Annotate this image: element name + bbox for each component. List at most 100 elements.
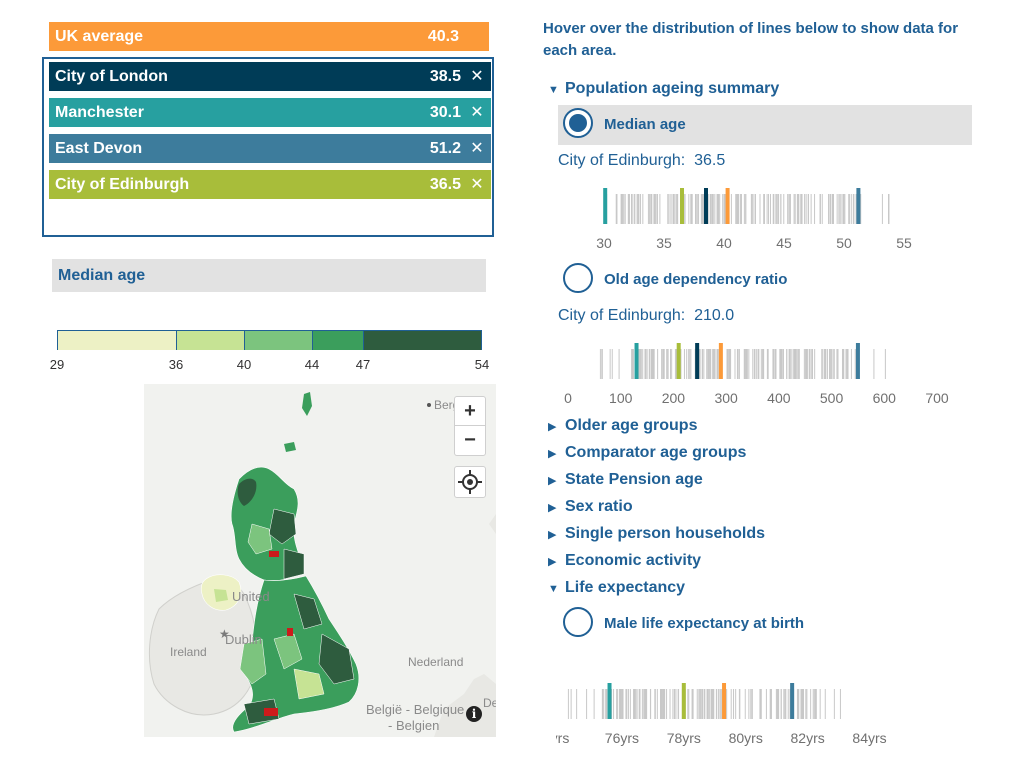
axis-tick-label: 50 <box>836 235 852 251</box>
remove-icon[interactable]: ✕ <box>470 176 484 193</box>
triangle-right-icon: ▶ <box>548 475 557 487</box>
section-economic-activity[interactable]: ▶ Economic activity <box>548 552 701 570</box>
male-life-expectancy-distribution[interactable]: yrs 76yrs 78yrs 80yrs 82yrs 84yrs <box>556 677 916 747</box>
marker-london <box>704 188 708 224</box>
legend-swatch <box>176 330 244 350</box>
remove-icon[interactable]: ✕ <box>470 140 484 157</box>
hover-area-value: 36.5 <box>694 152 726 169</box>
svg-text:★: ★ <box>219 627 230 641</box>
place-label-belgien: - Belgien <box>388 718 440 733</box>
section-state-pension-age[interactable]: ▶ State Pension age <box>548 471 703 489</box>
axis-tick-label: 600 <box>873 390 897 406</box>
selected-area-city-of-london[interactable]: City of London 38.5 ✕ <box>49 62 491 91</box>
legend-swatch <box>363 330 482 350</box>
median-age-distribution[interactable]: 30 35 40 45 50 55 <box>560 182 920 254</box>
axis-tick-label: 45 <box>776 235 792 251</box>
section-sex-ratio[interactable]: ▶ Sex ratio <box>548 498 633 516</box>
axis-tick-label: 78yrs <box>667 730 701 746</box>
section-single-person-households[interactable]: ▶ Single person households <box>548 525 765 543</box>
axis-tick-label: 700 <box>925 390 949 406</box>
axis-tick-label: yrs <box>556 730 569 746</box>
area-value: 30.1 <box>429 104 461 121</box>
radio-unselected-icon[interactable] <box>563 607 593 637</box>
area-value: 36.5 <box>429 176 461 193</box>
legend-swatch <box>57 330 176 350</box>
marker-edinburgh <box>681 683 686 719</box>
map-legend <box>57 330 482 350</box>
marker-manchester <box>607 683 612 719</box>
info-icon[interactable]: i <box>466 706 482 722</box>
hover-area-value: 210.0 <box>694 307 735 324</box>
marker-east-devon <box>855 343 860 379</box>
area-value: 51.2 <box>429 140 461 157</box>
old-age-dependency-hover-readout: City of Edinburgh: 210.0 <box>558 307 734 325</box>
axis-tick-label: 80yrs <box>729 730 763 746</box>
axis-tick-label: 0 <box>564 390 572 406</box>
section-life-expectancy[interactable]: ▼ Life expectancy <box>548 579 685 597</box>
hover-area-name: City of Edinburgh: <box>558 152 686 169</box>
marker-manchester <box>603 188 608 224</box>
old-age-dependency-distribution[interactable]: 0 100 200 300 400 500 600 700 <box>560 337 960 409</box>
triangle-right-icon: ▶ <box>548 502 557 514</box>
map[interactable]: ★ Bergen United Dublin Ireland Nederland… <box>144 384 496 737</box>
map-canvas[interactable]: ★ <box>144 384 496 737</box>
legend-tick-label: 47 <box>355 357 371 372</box>
area-label: East Devon <box>55 140 143 157</box>
marker-east-devon <box>856 188 861 224</box>
marker-manchester <box>634 343 639 379</box>
axis-tick-label: 76yrs <box>605 730 639 746</box>
ireland-landmass <box>149 577 258 716</box>
uk-average-label: UK average <box>55 28 144 45</box>
zoom-out-button[interactable]: − <box>454 426 486 456</box>
area-label: City of Edinburgh <box>55 176 190 193</box>
selected-indicator-title: Median age <box>52 259 486 292</box>
area-label: Manchester <box>55 104 144 121</box>
section-label: Comparator age groups <box>565 444 747 461</box>
triangle-right-icon: ▶ <box>548 529 557 541</box>
edinburgh-highlight <box>269 551 279 557</box>
section-older-age-groups[interactable]: ▶ Older age groups <box>548 417 697 435</box>
selected-area-manchester[interactable]: Manchester 30.1 ✕ <box>49 98 491 127</box>
locate-button[interactable] <box>454 466 486 498</box>
section-population-ageing-summary[interactable]: ▼ Population ageing summary <box>548 80 779 98</box>
section-label: Single person households <box>565 525 766 542</box>
legend-tick-label: 44 <box>304 357 320 372</box>
indicator-median-age[interactable]: Median age <box>558 105 972 145</box>
axis-tick-label: 100 <box>609 390 633 406</box>
hover-area-name: City of Edinburgh: <box>558 307 686 324</box>
legend-tick-label: 36 <box>168 357 184 372</box>
axis-tick-label: 30 <box>596 235 612 251</box>
triangle-down-icon: ▼ <box>548 583 559 595</box>
legend-tick-label: 54 <box>474 357 490 372</box>
section-label: Economic activity <box>565 552 702 569</box>
selected-area-east-devon[interactable]: East Devon 51.2 ✕ <box>49 134 491 163</box>
triangle-down-icon: ▼ <box>548 84 559 96</box>
legend-swatch <box>244 330 312 350</box>
continent <box>434 674 496 737</box>
selected-area-city-of-edinburgh[interactable]: City of Edinburgh 36.5 ✕ <box>49 170 491 199</box>
marker-uk <box>725 188 730 224</box>
area-value: 38.5 <box>429 68 461 85</box>
indicator-male-life-expectancy[interactable]: Male life expectancy at birth <box>558 604 972 644</box>
indicator-label: Male life expectancy at birth <box>604 615 805 632</box>
axis-tick-label: 84yrs <box>852 730 886 746</box>
remove-icon[interactable]: ✕ <box>470 68 484 85</box>
place-label-dublin: Dublin <box>225 632 262 647</box>
triangle-right-icon: ▶ <box>548 556 557 568</box>
selected-areas-box <box>42 57 494 237</box>
section-label: Sex ratio <box>565 498 633 515</box>
place-label-nederland: Nederland <box>408 655 464 669</box>
axis-tick-label: 35 <box>656 235 672 251</box>
legend-tick-label: 29 <box>49 357 65 372</box>
area-label: City of London <box>55 68 168 85</box>
marker-uk <box>718 343 723 379</box>
section-comparator-age-groups[interactable]: ▶ Comparator age groups <box>548 444 746 462</box>
indicator-old-age-dependency-ratio[interactable]: Old age dependency ratio <box>558 260 972 300</box>
zoom-in-button[interactable]: + <box>454 396 486 426</box>
remove-icon[interactable]: ✕ <box>470 104 484 121</box>
radio-unselected-icon[interactable] <box>563 263 593 293</box>
radio-selected-icon[interactable] <box>563 108 593 138</box>
section-label: State Pension age <box>565 471 703 488</box>
locate-icon <box>458 470 482 494</box>
uk-average-bar: UK average 40.3 <box>49 22 489 51</box>
